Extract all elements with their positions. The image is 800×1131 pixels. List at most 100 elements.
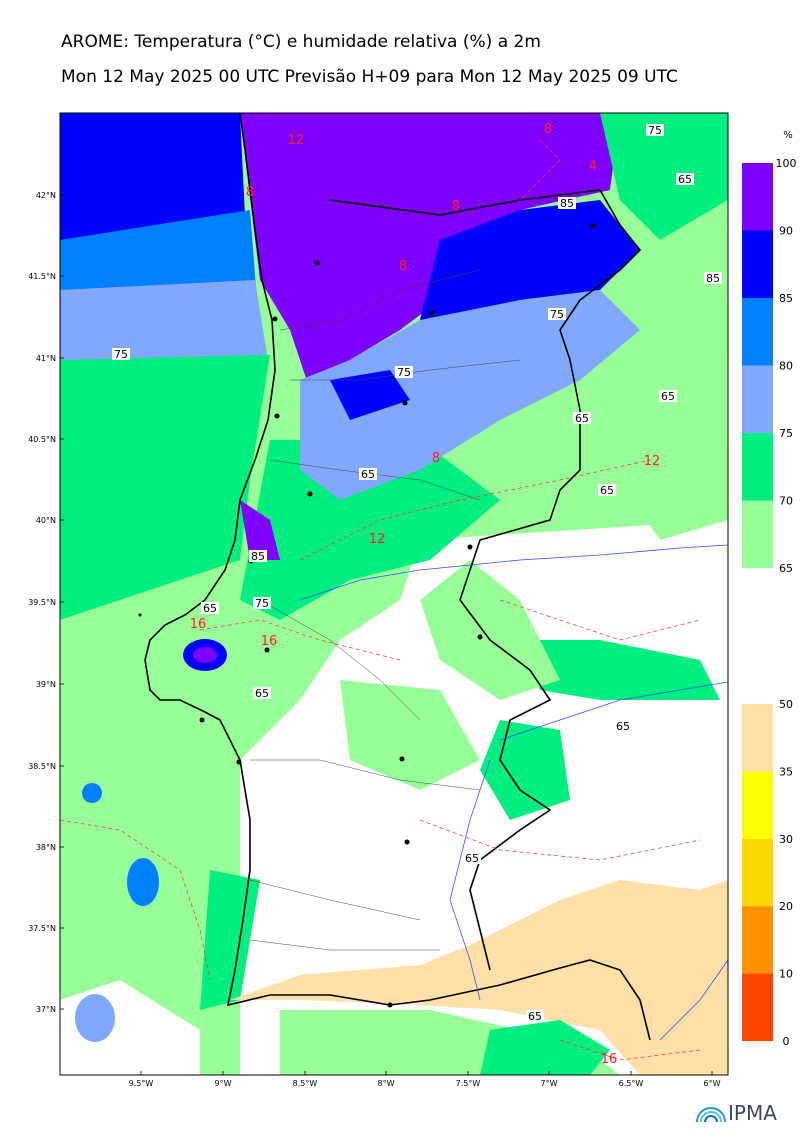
longitude-axis: 9.5°W 9°W 8.5°W 8°W 7.5°W 7°W 6.5°W 6°W <box>129 1071 721 1088</box>
contour-label-bg <box>704 272 722 284</box>
humidity-contour-label: 65 <box>678 173 692 186</box>
humidity-bin <box>742 365 773 433</box>
humidity-contour-label: 65 <box>465 852 479 865</box>
humidity-bin <box>742 230 773 298</box>
humidity-contour-label: 75 <box>114 348 128 361</box>
humidity-contour-label: 65 <box>528 1010 542 1023</box>
humidity-contour-label: 65 <box>203 602 217 615</box>
humidity-unit-label: % <box>783 130 793 141</box>
coastline <box>144 113 651 1041</box>
lon-tick-label: 8°W <box>378 1079 395 1088</box>
humidity-contour-label: 75 <box>255 597 269 610</box>
map-frame <box>59 112 729 1076</box>
contour-label-bg <box>201 602 219 614</box>
contour-label-bg <box>395 366 413 378</box>
humidity-contour-labels: 75 75 65 85 85 75 75 65 65 65 85 75 65 65 65 65 65 65 <box>112 124 722 1023</box>
humidity-contour-label: 85 <box>251 550 265 563</box>
lon-tick-label: 7.5°W <box>456 1079 481 1088</box>
humidity-tick-label: 65 <box>779 562 793 575</box>
humidity-colorbar <box>742 163 773 568</box>
contour-label-bg <box>253 597 271 609</box>
lat-tick-label: 40°N <box>36 516 56 525</box>
temperature-tick-label: 10 <box>779 968 793 981</box>
contour-label-bg <box>548 308 566 320</box>
temperature-contour-label: 16 <box>601 1052 618 1067</box>
contour-label-bg <box>676 173 694 185</box>
humidity-contour-label: 65 <box>616 720 630 733</box>
humidity-contour-label: 65 <box>361 468 375 481</box>
temperature-contour-label: 8 <box>544 122 552 137</box>
temperature-contour-label: 12 <box>288 133 305 148</box>
lat-tick-label: 38°N <box>36 843 56 852</box>
temperature-bin <box>742 973 773 1041</box>
latitude-axis: 42°N 41.5°N 41°N 40.5°N 40°N 39.5°N 39°N 38.5°N… <box>28 191 64 1014</box>
humidity-tick-label: 85 <box>779 292 793 305</box>
city-markers <box>138 223 596 1008</box>
humidity-contour-label: 85 <box>706 272 720 285</box>
temperature-contour-label: 8 <box>452 199 460 214</box>
border <box>329 189 642 971</box>
lat-tick-label: 39.5°N <box>28 598 56 607</box>
contour-label-bg <box>526 1010 544 1022</box>
lat-tick-label: 41.5°N <box>28 272 56 281</box>
temperature-bin <box>742 704 773 772</box>
humidity-contour-label: 75 <box>550 308 564 321</box>
lon-tick-label: 6°W <box>704 1079 721 1088</box>
contour-label-bg <box>614 720 632 732</box>
contour-label-bg <box>659 390 677 402</box>
contour-label-bg <box>359 468 377 480</box>
temperature-tick-label: 0 <box>783 1035 790 1048</box>
humidity-tick-label: 90 <box>779 225 793 238</box>
forecast-subtitle: Mon 12 May 2025 00 UTC Previsão H+09 par… <box>61 67 678 87</box>
temperature-tick-label: 50 <box>779 698 793 711</box>
humidity-contour-label: 65 <box>575 412 589 425</box>
lon-tick-label: 7°W <box>541 1079 558 1088</box>
ipma-logo-icon <box>696 1107 726 1123</box>
temperature-contours <box>60 139 701 1061</box>
contour-label-bg <box>112 348 130 360</box>
lon-tick-label: 6.5°W <box>619 1079 644 1088</box>
lon-tick-label: 8.5°W <box>293 1079 318 1088</box>
ipma-logo-text: IPMA <box>728 1101 777 1125</box>
contour-label-bg <box>558 197 576 209</box>
humidity-contour-label: 65 <box>255 687 269 700</box>
contour-label-bg <box>463 852 481 864</box>
temperature-tick-label: 35 <box>779 765 793 778</box>
lat-tick-label: 37°N <box>36 1005 56 1014</box>
temperature-tick-label: 20 <box>779 900 793 913</box>
contour-label-bg <box>646 124 664 136</box>
lat-tick-label: 42°N <box>36 191 56 200</box>
humidity-bin <box>742 433 773 501</box>
temperature-colorbar-ticks: 50 35 30 20 10 0 <box>779 698 793 1048</box>
humidity-contour-label: 75 <box>397 366 411 379</box>
humidity-tick-label: 75 <box>779 427 793 440</box>
temperature-contour-labels: 12 8 8 8 8 12 12 16 16 16 4 8 <box>190 122 661 1067</box>
temperature-colorbar <box>742 704 773 1041</box>
lon-tick-label: 9.5°W <box>129 1079 154 1088</box>
lat-tick-label: 40.5°N <box>28 435 56 444</box>
temperature-bin <box>742 838 773 907</box>
humidity-contour-label: 65 <box>600 484 614 497</box>
temperature-contour-label: 8 <box>246 185 254 200</box>
temperature-contour-label: 12 <box>644 454 661 469</box>
lat-tick-label: 37.5°N <box>28 924 56 933</box>
humidity-bin <box>742 500 773 568</box>
temperature-contour-label: 16 <box>261 634 278 649</box>
map-title: AROME: Temperatura (°C) e humidade relat… <box>61 32 541 52</box>
humidity-bin <box>742 163 773 231</box>
temperature-tick-label: 30 <box>779 833 793 846</box>
temperature-bin <box>742 771 773 839</box>
district-boundaries <box>249 269 521 951</box>
temperature-bin <box>742 906 773 974</box>
humidity-bin <box>742 298 773 366</box>
humidity-tick-label: 80 <box>779 360 793 373</box>
contour-label-bg <box>598 484 616 496</box>
temperature-contour-label: 8 <box>399 259 407 274</box>
humidity-tick-label: 100 <box>776 157 797 170</box>
contour-label-bg <box>573 412 591 424</box>
humidity-tick-label: 70 <box>779 495 793 508</box>
lat-tick-label: 41°N <box>36 354 56 363</box>
lat-tick-label: 38.5°N <box>28 762 56 771</box>
contour-label-bg <box>253 687 271 699</box>
